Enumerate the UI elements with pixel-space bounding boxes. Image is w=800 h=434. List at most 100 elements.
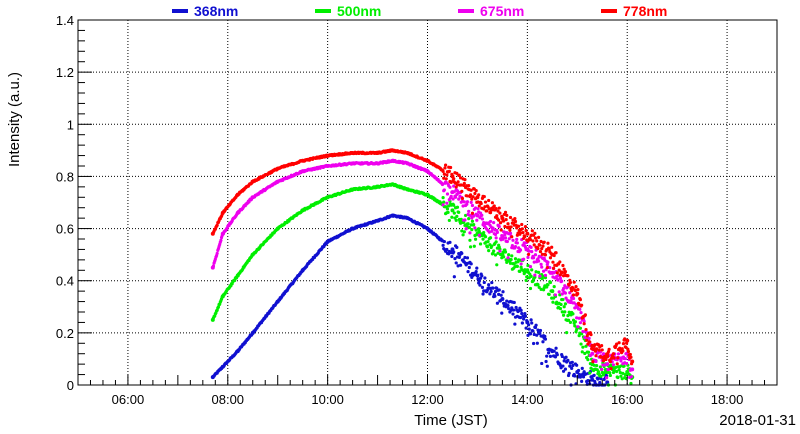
- data-point: [571, 293, 576, 297]
- data-point: [495, 301, 499, 305]
- data-point: [460, 229, 464, 233]
- data-point: [563, 284, 567, 288]
- data-point: [530, 250, 534, 254]
- data-point: [443, 163, 448, 167]
- data-point: [508, 228, 512, 232]
- data-point: [541, 274, 545, 278]
- data-point: [492, 204, 496, 208]
- data-point: [573, 288, 578, 293]
- data-point: [465, 256, 470, 260]
- data-point: [609, 367, 613, 371]
- data-point: [473, 197, 478, 201]
- data-point: [522, 257, 526, 261]
- data-point: [461, 233, 465, 237]
- data-point: [466, 222, 470, 226]
- data-point: [532, 260, 536, 264]
- data-point: [536, 246, 540, 251]
- data-point: [487, 249, 491, 253]
- x-tick-label: 08:00: [212, 392, 245, 407]
- data-point: [536, 259, 541, 263]
- data-point: [522, 241, 526, 245]
- data-point: [530, 268, 534, 272]
- data-point: [538, 331, 542, 335]
- data-point: [480, 274, 484, 278]
- data-point: [573, 324, 577, 328]
- data-point: [480, 285, 485, 289]
- data-point: [607, 347, 611, 352]
- data-point: [550, 271, 554, 275]
- data-point: [603, 370, 607, 375]
- data-point: [497, 225, 501, 229]
- data-point: [457, 255, 461, 259]
- data-point: [596, 377, 600, 381]
- data-point: [621, 371, 625, 376]
- data-point: [457, 210, 461, 214]
- date-label: 2018-01-31: [719, 412, 796, 429]
- data-point: [500, 214, 504, 218]
- data-point: [517, 224, 521, 228]
- data-point: [594, 359, 598, 364]
- data-point: [442, 239, 446, 244]
- data-point: [576, 325, 580, 329]
- data-point: [502, 219, 506, 223]
- data-point: [575, 363, 579, 367]
- data-point: [452, 184, 456, 188]
- data-point: [454, 218, 458, 222]
- data-point: [463, 213, 468, 218]
- data-point: [514, 305, 518, 310]
- data-point: [534, 323, 538, 327]
- data-point: [447, 218, 451, 223]
- data-point: [539, 262, 543, 266]
- y-tick-label: 0.8: [56, 169, 74, 184]
- series-675nm: [210, 158, 635, 380]
- data-point: [487, 230, 491, 234]
- data-point: [608, 373, 612, 378]
- data-point: [605, 380, 610, 385]
- data-point: [553, 355, 558, 359]
- data-point: [441, 169, 445, 173]
- data-point: [448, 185, 452, 189]
- data-point: [584, 344, 588, 348]
- data-point: [563, 310, 567, 314]
- data-point: [488, 211, 493, 215]
- data-point: [611, 352, 616, 356]
- data-point: [491, 286, 495, 290]
- data-point: [552, 349, 556, 353]
- data-point: [548, 280, 553, 285]
- x-tick-label: 06:00: [112, 392, 145, 407]
- data-point: [614, 365, 618, 369]
- data-point: [619, 374, 623, 378]
- data-point: [588, 371, 592, 375]
- data-point: [532, 243, 536, 247]
- data-point: [589, 333, 593, 337]
- data-point: [446, 210, 450, 215]
- data-point: [503, 236, 508, 240]
- data-point: [551, 266, 556, 270]
- data-point: [629, 362, 634, 366]
- data-point: [577, 334, 581, 338]
- data-point: [468, 231, 472, 235]
- data-point: [618, 371, 622, 375]
- data-point: [452, 211, 456, 215]
- data-point: [501, 237, 505, 241]
- data-point: [481, 237, 485, 241]
- data-point: [615, 342, 619, 346]
- data-point: [488, 219, 493, 224]
- data-point: [473, 226, 477, 230]
- data-point: [518, 231, 523, 235]
- data-point: [587, 336, 591, 340]
- data-point: [468, 245, 473, 249]
- data-point: [621, 349, 625, 353]
- data-point: [494, 236, 498, 240]
- data-point: [582, 322, 586, 326]
- data-point: [543, 253, 548, 257]
- data-point: [598, 365, 602, 369]
- data-point: [506, 222, 510, 226]
- data-point: [496, 209, 500, 213]
- data-point: [498, 211, 502, 215]
- data-point: [583, 351, 587, 356]
- data-point: [540, 361, 544, 366]
- data-point: [468, 193, 473, 197]
- data-point: [584, 327, 588, 332]
- data-point: [474, 188, 478, 193]
